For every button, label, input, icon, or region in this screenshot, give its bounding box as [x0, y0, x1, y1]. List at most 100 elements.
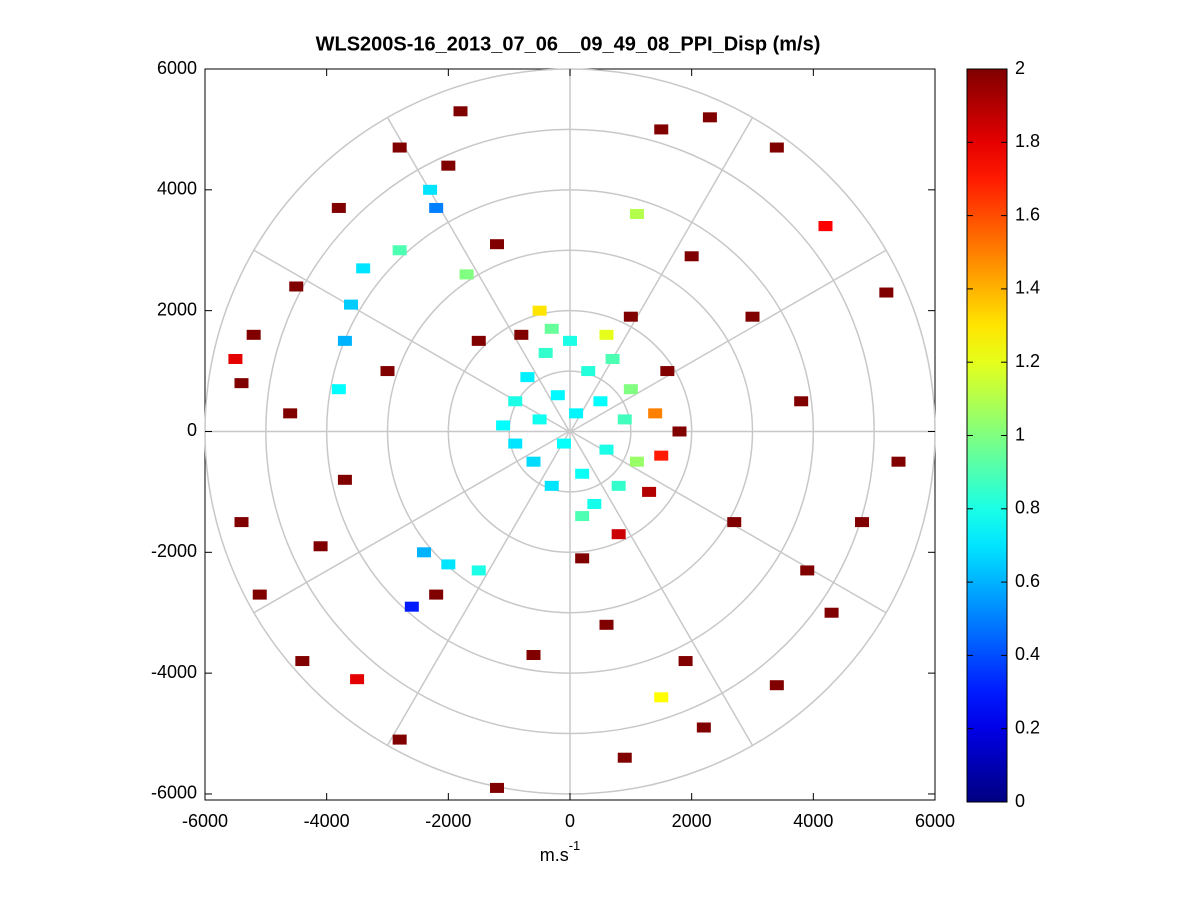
- data-cell: [252, 589, 267, 600]
- x-tick-label: -4000: [304, 811, 350, 831]
- x-axis-label-text: m.s: [540, 845, 569, 865]
- data-cell: [544, 323, 559, 334]
- colorbar-tick-label: 0.2: [1015, 717, 1040, 737]
- data-cell: [538, 347, 553, 358]
- data-cell: [471, 565, 486, 576]
- polar-spoke: [253, 430, 570, 614]
- data-cell: [629, 208, 644, 219]
- x-axis-label: m.s-1: [540, 838, 581, 864]
- data-cell: [246, 329, 261, 340]
- data-cell: [283, 408, 298, 419]
- data-cell: [490, 239, 504, 250]
- data-cell: [356, 263, 371, 274]
- data-cell: [563, 335, 577, 346]
- data-cell: [769, 680, 784, 691]
- data-cell: [642, 486, 657, 497]
- data-cell: [702, 112, 717, 123]
- colorbar-tick-label: 0.4: [1015, 644, 1040, 664]
- data-cell: [544, 480, 559, 491]
- data-cell: [496, 420, 511, 431]
- x-tick-label: 0: [565, 811, 575, 831]
- data-cell: [295, 656, 310, 667]
- data-cell: [611, 480, 626, 491]
- colorbar-tick-label: 1.6: [1015, 204, 1040, 224]
- data-cell: [617, 414, 632, 425]
- data-cell: [648, 408, 663, 419]
- data-cell: [629, 456, 644, 467]
- data-cell: [891, 456, 906, 467]
- data-cell: [514, 329, 529, 340]
- y-tick-label: -6000: [151, 783, 197, 803]
- colorbar-tick-label: 0.6: [1015, 571, 1040, 591]
- data-cell: [234, 517, 249, 528]
- data-cell: [532, 305, 547, 316]
- data-cell: [453, 106, 468, 117]
- data-cell: [404, 601, 419, 612]
- colorbar-tick-label: 0.8: [1015, 498, 1040, 518]
- data-cell: [581, 366, 596, 377]
- x-tick-label: 2000: [672, 811, 712, 831]
- data-cell: [508, 438, 523, 449]
- data-cell: [337, 474, 352, 485]
- y-tick-label: -2000: [151, 541, 197, 561]
- x-axis-label-sup: -1: [569, 838, 581, 853]
- data-cell: [769, 142, 784, 153]
- data-cell: [599, 329, 614, 340]
- data-cell: [337, 335, 352, 346]
- data-cell: [623, 311, 638, 322]
- polar-spoke: [570, 249, 887, 433]
- data-cell: [429, 589, 444, 600]
- data-cell: [350, 674, 365, 685]
- data-cell: [429, 202, 444, 213]
- data-cell: [471, 335, 486, 346]
- data-cell: [575, 511, 590, 522]
- data-cell: [344, 299, 358, 310]
- chart-title: WLS200S-16_2013_07_06__09_49_08_PPI_Disp…: [316, 33, 821, 55]
- data-cell: [508, 396, 523, 407]
- data-cell: [855, 517, 869, 528]
- y-tick-label: 2000: [157, 299, 197, 319]
- data-cell: [575, 468, 590, 479]
- data-cell: [678, 656, 693, 667]
- colorbar-tick-label: 1.4: [1015, 278, 1040, 298]
- y-tick-label: 6000: [157, 58, 197, 78]
- x-tick-label: -2000: [425, 811, 471, 831]
- polar-spoke: [569, 117, 754, 432]
- data-cell: [392, 734, 407, 745]
- data-cell: [441, 160, 456, 171]
- data-cell: [800, 565, 815, 576]
- colorbar-tick-label: 1.8: [1015, 131, 1040, 151]
- data-cell: [599, 619, 614, 630]
- data-cell: [532, 414, 547, 425]
- data-cell: [654, 124, 669, 135]
- data-cell: [380, 366, 395, 377]
- data-cell: [490, 782, 504, 793]
- y-tick-label: 0: [187, 420, 197, 440]
- data-cell: [672, 426, 687, 437]
- data-cell: [684, 251, 699, 262]
- data-cell: [879, 287, 894, 298]
- data-cell: [818, 221, 833, 232]
- polar-spoke: [386, 117, 571, 432]
- data-cell: [331, 384, 346, 395]
- data-cell: [550, 390, 565, 401]
- data-cell: [599, 444, 614, 455]
- y-tick-label: -4000: [151, 662, 197, 682]
- data-cell: [654, 692, 669, 703]
- data-cell: [617, 752, 632, 763]
- data-cell: [331, 202, 346, 213]
- data-cell: [654, 450, 669, 461]
- polar-spoke: [386, 431, 571, 746]
- data-cell: [392, 245, 407, 256]
- data-cell: [824, 607, 839, 618]
- data-cell: [623, 384, 638, 395]
- data-cell: [526, 456, 541, 467]
- data-cell: [423, 184, 438, 195]
- data-cell: [696, 722, 711, 733]
- data-cell: [313, 541, 328, 552]
- data-cell: [228, 353, 243, 364]
- data-cell: [526, 650, 541, 661]
- data-cell: [660, 366, 675, 377]
- data-cell: [289, 281, 304, 292]
